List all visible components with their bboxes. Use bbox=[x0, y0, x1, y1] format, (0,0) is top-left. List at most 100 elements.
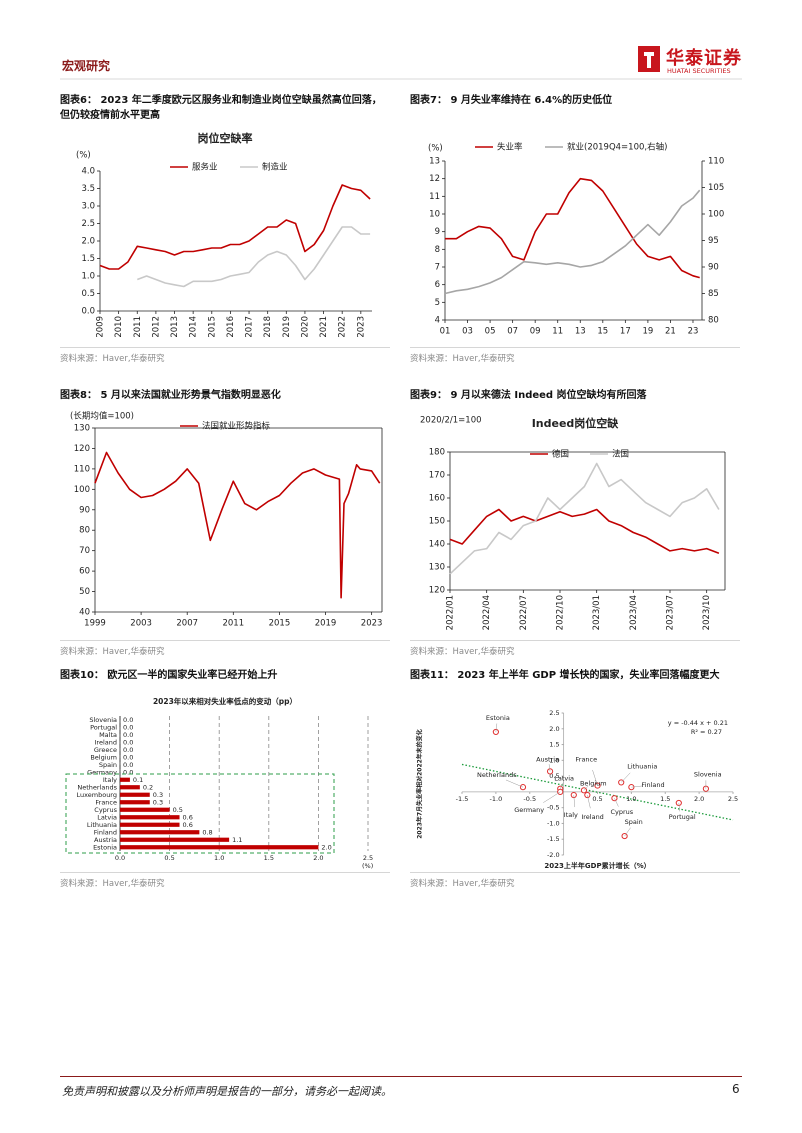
footer-disclaimer: 免责声明和披露以及分析师声明是报告的一部分，请务必一起阅读。 bbox=[62, 1085, 392, 1098]
point-label: Portugal bbox=[669, 813, 696, 821]
chart: Indeed岗位空缺 2020/2/1=100 120 130 140 150 160 170… bbox=[420, 416, 726, 630]
y-tick-label: 180 bbox=[429, 448, 445, 458]
value-label: 0.0 bbox=[123, 731, 133, 739]
x-tick-label: 1999 bbox=[84, 619, 106, 629]
x-tick-label: 15 bbox=[597, 327, 608, 337]
y-tick-label: 90 bbox=[79, 505, 90, 515]
y-tick-label: 70 bbox=[79, 546, 90, 556]
x-tick-label: 2015 bbox=[269, 619, 291, 629]
logo-mark-detail bbox=[644, 52, 654, 56]
y-axis-label: 2023年7月失业率相对2022年末的变化 bbox=[416, 729, 424, 839]
category-label: Spain bbox=[99, 761, 117, 769]
x-tick-label: 2011 bbox=[222, 619, 244, 629]
category-label: Austria bbox=[94, 836, 117, 844]
y-tick-label: 6 bbox=[435, 280, 440, 290]
chart-caption: 图表7： 9 月失业率维持在 6.4%的历史低位 bbox=[410, 95, 613, 106]
category-label: Malta bbox=[99, 731, 117, 739]
y-tick-label: 170 bbox=[429, 471, 445, 481]
x-tick-label: 2023/01 bbox=[592, 595, 602, 630]
x-tick-label: 2023 bbox=[356, 316, 366, 338]
category-label: Luxembourg bbox=[76, 791, 117, 799]
category-label: Greece bbox=[94, 746, 117, 754]
chart-title: 岗位空缺率 bbox=[198, 131, 253, 145]
chart: (长期均值=100) 40 50 60 70 80 90 100 110 120 130 1999 20… bbox=[70, 411, 382, 629]
chart-caption: 图表10： 欧元区一半的国家失业率已经开始上升 bbox=[60, 670, 278, 681]
y-tick-label: 2.0 bbox=[549, 725, 559, 733]
y2-tick-label: 105 bbox=[708, 183, 724, 193]
y-tick-label: 2.5 bbox=[81, 219, 95, 229]
x-tick-label: -1.5 bbox=[456, 795, 469, 803]
y-tick-label: 5 bbox=[435, 298, 440, 308]
y-tick-label: 150 bbox=[429, 517, 445, 527]
chart-panel: 图表9： 9 月以来德法 Indeed 岗位空缺均有所回落 Indeed岗位空缺 2… bbox=[410, 388, 740, 657]
x-tick-label: 2.5 bbox=[728, 795, 738, 803]
series-line bbox=[444, 189, 701, 295]
category-label: Netherlands bbox=[77, 783, 117, 791]
point-label: Italy bbox=[564, 811, 578, 819]
leader-line bbox=[573, 795, 576, 808]
leader-line bbox=[548, 764, 551, 772]
logo-text: 华泰证券 bbox=[666, 48, 742, 69]
bar bbox=[120, 815, 180, 820]
chart-source: 资料来源：Haver,华泰研究 bbox=[60, 640, 390, 657]
x-tick-label: 2023/07 bbox=[666, 595, 676, 630]
series-line bbox=[449, 508, 720, 554]
bar bbox=[120, 830, 200, 835]
y-tick-label: 80 bbox=[79, 526, 90, 536]
x-tick-label: -1.0 bbox=[490, 795, 503, 803]
chart: 岗位空缺率 (%) 0.0 0.5 1.0 1.5 2.0 2.5 3.0 3.5 4.0 2009 2… bbox=[76, 131, 372, 338]
leader-line bbox=[614, 798, 619, 807]
scatter-point bbox=[584, 791, 591, 799]
y2-tick-label: 95 bbox=[708, 236, 719, 246]
y-tick-label: 0.0 bbox=[81, 307, 95, 317]
value-label: 2.0 bbox=[321, 843, 331, 851]
x-tick-label: 2003 bbox=[130, 619, 152, 629]
x-tick-label: 2.0 bbox=[313, 854, 323, 862]
chart: (%) 4 5 6 7 8 9 10 11 12 13 80 85 90 95 100 105 110 01 03 05… bbox=[428, 142, 724, 337]
highlight-box bbox=[65, 773, 335, 854]
bar bbox=[120, 777, 130, 782]
point-label: Ireland bbox=[581, 813, 603, 821]
chart-source: 资料来源：Haver,华泰研究 bbox=[60, 872, 390, 889]
chart-title: 2023年以来相对失业率低点的变动（pp） bbox=[153, 696, 297, 706]
y-tick-label: 11 bbox=[429, 192, 440, 202]
x-tick-label: 2022/04 bbox=[482, 595, 492, 630]
y-tick-label: 0.5 bbox=[549, 772, 559, 780]
x-tick-label: 2018 bbox=[263, 316, 273, 338]
x-tick-label: 2019 bbox=[282, 316, 292, 338]
x-tick-label: 17 bbox=[620, 327, 631, 337]
x-tick-label: 2021 bbox=[319, 316, 329, 338]
leader-line bbox=[495, 723, 498, 732]
x-tick-label: 2020 bbox=[300, 316, 310, 338]
legend-label: 德国 bbox=[552, 449, 569, 460]
y-tick-label: 10 bbox=[429, 210, 440, 220]
point-label: Austria bbox=[536, 755, 559, 763]
value-label: 0.0 bbox=[123, 723, 133, 731]
x-tick-label: 0.0 bbox=[115, 854, 125, 862]
y-tick-label: -0.5 bbox=[547, 804, 560, 812]
category-label: Belgium bbox=[90, 753, 117, 761]
y2-tick-label: 110 bbox=[708, 157, 724, 167]
y-tick-label: 4 bbox=[435, 316, 440, 326]
y-tick-label: -1.5 bbox=[547, 835, 560, 843]
x-tick-label: 2011 bbox=[133, 316, 143, 338]
bar bbox=[120, 837, 230, 842]
value-label: 0.3 bbox=[153, 798, 163, 806]
chart-source: 资料来源：Haver,华泰研究 bbox=[410, 872, 740, 889]
x-tick-label: 19 bbox=[642, 327, 653, 337]
chart-panel: 图表11： 2023 年上半年 GDP 增长快的国家，失业率回落幅度更大 -1.5… bbox=[410, 668, 740, 889]
category-label: Ireland bbox=[95, 738, 117, 746]
x-tick-label: 2017 bbox=[245, 316, 255, 338]
y-tick-label: 1.0 bbox=[549, 756, 559, 764]
value-label: 0.8 bbox=[202, 828, 212, 836]
chart: -1.5 -1.0 -0.5 0.5 1.0 1.5 2.0 2.5 -2.0 -1.5 -1.0 -… bbox=[416, 709, 739, 870]
y-tick-label: 110 bbox=[74, 464, 90, 474]
scatter-point bbox=[557, 788, 564, 795]
value-label: 0.6 bbox=[183, 813, 193, 821]
y-tick-label: 1.5 bbox=[549, 741, 559, 749]
bar bbox=[120, 807, 170, 812]
x-tick-label: 2019 bbox=[315, 619, 337, 629]
leader-line bbox=[583, 785, 589, 791]
legend-label: 法国 bbox=[612, 449, 629, 460]
category-label: Estonia bbox=[93, 843, 117, 851]
